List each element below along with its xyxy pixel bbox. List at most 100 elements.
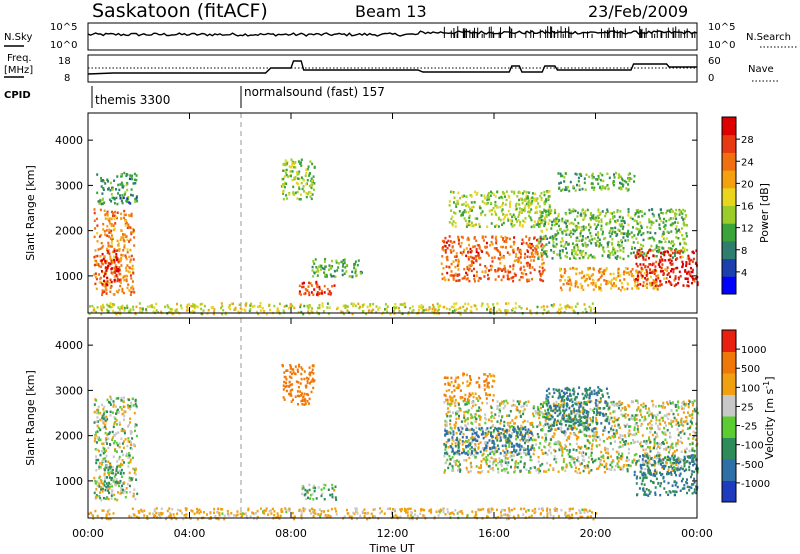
power-cell (563, 176, 566, 179)
velocity-cell (179, 509, 182, 512)
power-cell (294, 191, 297, 195)
power-cell (640, 247, 643, 251)
power-cell (497, 268, 500, 271)
velocity-cell (123, 418, 125, 421)
power-cell (95, 287, 98, 291)
power-cell (597, 236, 600, 239)
velocity-cell (366, 517, 369, 521)
velocity-cell (306, 400, 309, 403)
power-cell (308, 172, 311, 175)
velocity-cell (313, 379, 316, 382)
power-cell (180, 304, 182, 307)
power-cell (534, 250, 537, 254)
velocity-cell (312, 511, 315, 514)
power-cell (104, 233, 107, 237)
power-cell (646, 270, 648, 274)
power-cell (361, 305, 364, 309)
velocity-cell (665, 414, 668, 418)
velocity-cell (157, 512, 160, 515)
power-cell (627, 283, 630, 286)
velocity-cell (545, 438, 548, 441)
power-cell (657, 246, 659, 250)
power-cell (677, 276, 680, 279)
power-cell (465, 307, 468, 310)
power-cell (635, 237, 638, 240)
power-cell (646, 278, 649, 281)
velocity-cell (107, 432, 110, 436)
velocity-cell (364, 512, 366, 515)
power-cell (131, 194, 134, 197)
velocity-cell (480, 460, 483, 463)
power-cell (504, 313, 507, 316)
velocity-cell (567, 452, 570, 456)
velocity-cell (578, 451, 581, 454)
power-cell (600, 188, 603, 191)
power-cell (592, 176, 595, 179)
power-cell (121, 290, 124, 293)
power-cell (530, 225, 533, 229)
power-cell (328, 306, 331, 309)
power-cell (367, 309, 370, 313)
power-cell (539, 237, 542, 240)
power-cell (519, 268, 522, 271)
velocity-cell (108, 471, 111, 475)
velocity-cell (465, 439, 467, 443)
power-cell (103, 209, 106, 212)
velocity-cell (454, 442, 457, 445)
power-cell (613, 282, 615, 285)
power-cell (543, 193, 546, 197)
power-cell (664, 223, 667, 227)
power-cell (480, 304, 483, 308)
power-cell (617, 287, 620, 290)
velocity-cell (484, 421, 487, 425)
power-cell (639, 271, 642, 274)
velocity-cell (130, 516, 133, 519)
velocity-cell (613, 404, 616, 407)
power-cell (509, 203, 511, 206)
velocity-cell (531, 434, 534, 437)
velocity-cell (481, 453, 484, 457)
velocity-cell (93, 439, 96, 443)
power-cell (95, 277, 98, 281)
power-cell (513, 190, 516, 194)
velocity-cell (538, 507, 541, 511)
power-cell (687, 270, 690, 274)
power-cell (589, 238, 592, 242)
power-cell (654, 284, 657, 288)
velocity-cell (404, 509, 406, 512)
power-cell (135, 178, 138, 182)
power-cell (129, 174, 132, 177)
velocity-cell (541, 436, 544, 439)
velocity-cell (503, 400, 506, 403)
power-cell (298, 290, 301, 293)
power-cell (559, 227, 562, 231)
power-cell (564, 230, 567, 233)
power-cell (574, 244, 577, 247)
velocity-cell (579, 463, 582, 466)
velocity-cell (227, 512, 230, 516)
power-cell (477, 254, 480, 257)
power-cell (618, 215, 621, 219)
power-cell (456, 264, 459, 268)
power-cell (674, 221, 677, 224)
power-cell (608, 256, 611, 259)
power-cell (640, 266, 643, 270)
velocity-cell (650, 419, 653, 423)
power-cell (491, 265, 494, 268)
power-cell (557, 172, 560, 175)
velocity-cell (519, 460, 522, 463)
power-cell (649, 284, 652, 287)
power-cell (483, 275, 486, 278)
velocity-cell (105, 454, 108, 458)
velocity-cell (507, 517, 510, 520)
power-cell (407, 310, 410, 314)
power-cell (675, 225, 678, 228)
power-cell (451, 246, 454, 249)
power-cell (606, 210, 609, 213)
velocity-cell (391, 510, 394, 514)
power-cell (321, 305, 324, 308)
power-cell (585, 278, 588, 282)
power-cell (239, 307, 242, 310)
power-cell (581, 284, 584, 288)
power-cell (605, 222, 608, 225)
